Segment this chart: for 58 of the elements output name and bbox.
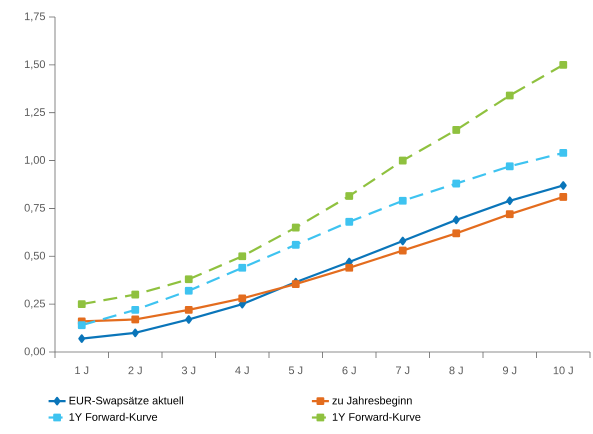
legend-label: EUR-Swapsätze aktuell <box>70 396 184 407</box>
point <box>398 196 407 205</box>
point <box>132 328 139 338</box>
y-tick-label: 1,00 <box>24 156 46 166</box>
y-tick-label: 1,75 <box>24 12 46 22</box>
point <box>506 196 514 206</box>
point <box>292 280 300 288</box>
point <box>559 193 568 201</box>
point <box>345 218 354 226</box>
point <box>559 149 568 157</box>
x-tick-label: 5 J <box>288 366 302 374</box>
point <box>506 92 514 100</box>
point <box>78 321 86 330</box>
point <box>345 192 354 200</box>
point <box>506 162 514 170</box>
x-tick-label: 10 J <box>554 366 573 374</box>
y-tick-label: 0,25 <box>24 300 46 309</box>
x-tick-label: 7 J <box>396 366 410 374</box>
point <box>506 210 514 218</box>
point <box>238 294 246 302</box>
point <box>184 275 193 284</box>
x-tick-label: 9 J <box>502 366 516 374</box>
point <box>131 290 140 298</box>
legend-label: zu Jahresbeginn <box>332 396 412 407</box>
x-tick-label: 1 J <box>75 366 88 374</box>
point <box>131 306 140 314</box>
legend-label: 1Y Forward-Kurve <box>70 412 158 421</box>
point <box>78 334 86 343</box>
x-tick-label: 3 J <box>182 366 196 374</box>
point <box>131 316 140 324</box>
x-tick-label: 4 J <box>235 366 249 374</box>
point <box>452 180 460 188</box>
y-tick-label: 1,25 <box>24 108 46 118</box>
point <box>452 229 460 238</box>
point <box>78 300 86 308</box>
legend-label: 1Y Forward-Kurve <box>332 412 420 421</box>
point <box>452 126 460 134</box>
point <box>238 264 246 272</box>
point <box>184 306 193 314</box>
x-tick-label: 6 J <box>342 366 356 374</box>
point <box>292 224 300 232</box>
y-tick-label: 0,00 <box>24 347 46 357</box>
point <box>559 60 568 69</box>
point <box>452 216 460 224</box>
x-tick-label: 8 J <box>449 366 463 374</box>
y-tick-label: 0,50 <box>24 252 46 261</box>
point <box>398 156 407 164</box>
point <box>292 240 300 249</box>
point <box>560 181 567 190</box>
point <box>399 236 406 246</box>
point <box>185 315 192 324</box>
point <box>345 264 354 272</box>
point <box>238 252 246 260</box>
point <box>398 246 407 254</box>
x-tick-label: 2 J <box>128 366 142 374</box>
y-tick-label: 1,50 <box>24 60 46 70</box>
point <box>184 286 193 295</box>
y-tick-label: 0,75 <box>24 204 46 213</box>
